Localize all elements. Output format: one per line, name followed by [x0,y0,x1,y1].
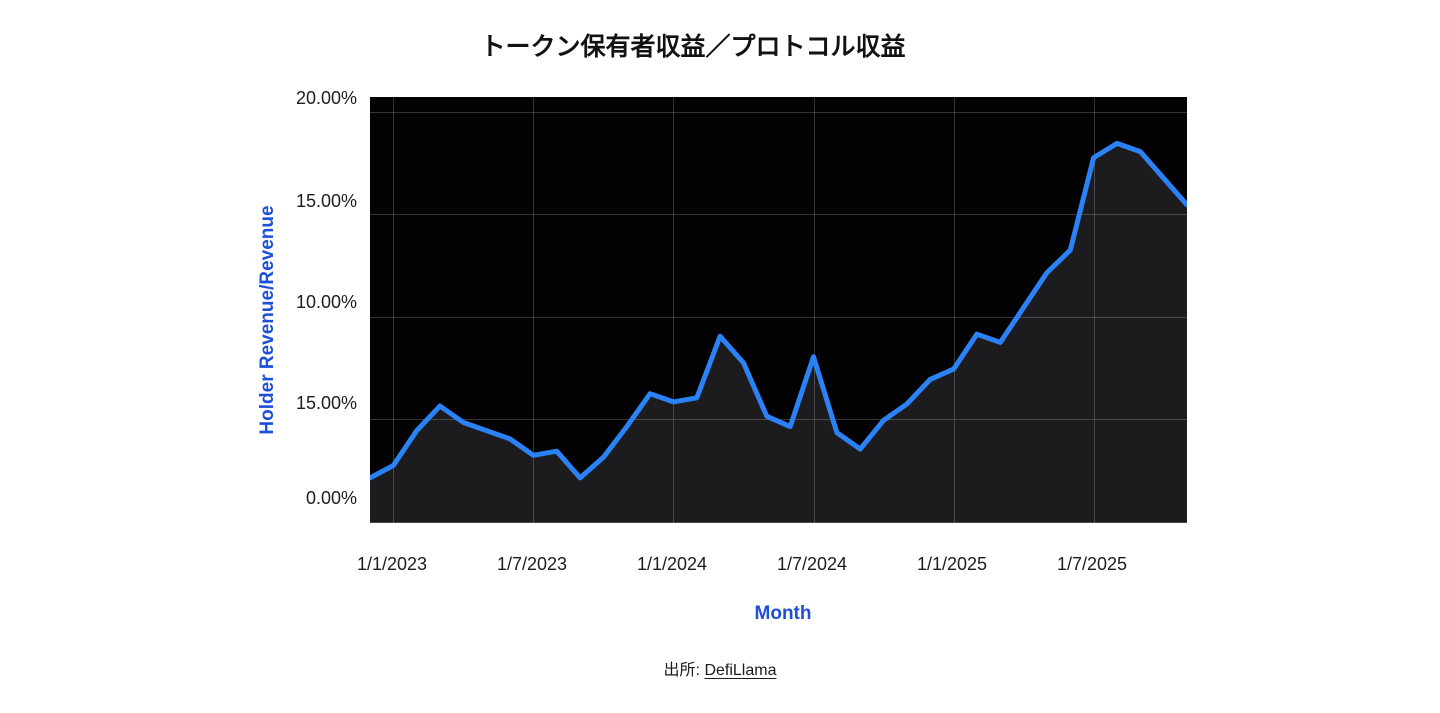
source-note: 出所: DefiLlama [664,660,777,682]
area-chart [370,97,1187,523]
area-fill [370,143,1187,523]
y-tick-label-20: 20.00% [295,88,357,108]
y-tick-label-10: 10.00% [295,292,357,312]
source-prefix: 出所: [663,662,700,679]
x-tick-label: 1/7/2025 [1056,554,1128,574]
y-tick-label-5: 15.00% [295,393,357,413]
plot-area [370,97,1187,523]
x-axis-title: Month [754,603,812,624]
x-tick-label: 1/7/2023 [496,554,568,574]
y-tick-label-0: 0.00% [305,488,357,508]
source-link[interactable]: DefiLlama [704,662,777,679]
gridlines [370,97,1187,523]
chart-title: トークン保有者収益／プロトコル収益 [480,33,906,61]
x-tick-label: 1/1/2023 [356,554,428,574]
x-tick-label: 1/1/2025 [916,554,988,574]
x-tick-label: 1/1/2024 [636,554,708,574]
revenue-line [370,140,1187,481]
x-tick-label: 1/7/2024 [776,554,848,574]
y-tick-label-15: 15.00% [295,191,357,211]
